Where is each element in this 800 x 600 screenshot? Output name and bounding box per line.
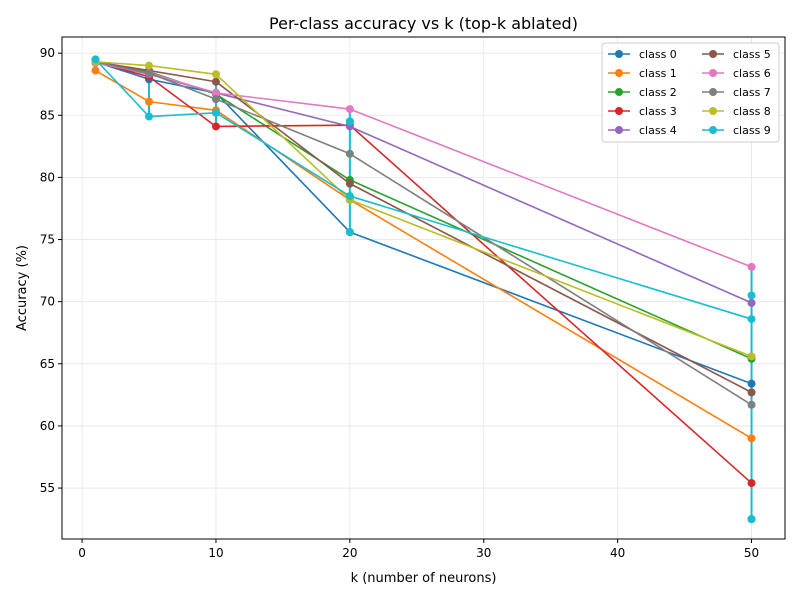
y-tick-label: 70: [40, 295, 55, 309]
legend-label: class 5: [733, 48, 771, 61]
legend-swatch-marker: [709, 107, 717, 115]
y-tick-label: 80: [40, 170, 55, 184]
y-tick-label: 55: [40, 481, 55, 495]
data-point: [345, 117, 354, 126]
data-point: [211, 88, 220, 97]
y-tick-label: 85: [40, 108, 55, 122]
legend-box: [601, 42, 780, 143]
legend-label: class 9: [733, 124, 771, 137]
legend-swatch-marker: [615, 88, 623, 96]
legend-swatch-marker: [615, 107, 623, 115]
legend-label: class 7: [733, 86, 771, 99]
data-point: [747, 434, 756, 443]
data-point: [747, 262, 756, 271]
plot-frame: [61, 36, 786, 540]
data-point: [211, 122, 220, 131]
chart-title: Per-class accuracy vs k (top-k ablated): [269, 14, 578, 33]
data-point: [91, 66, 100, 75]
data-point: [747, 400, 756, 409]
y-tick-label: 60: [40, 419, 55, 433]
y-axis-title: Accuracy (%): [15, 245, 30, 331]
legend-swatch-marker: [709, 69, 717, 77]
legend-label: class 8: [733, 105, 771, 118]
x-axis-ticks: 0 10 20 30 40 50: [78, 539, 759, 560]
legend-label: class 4: [639, 124, 677, 137]
data-point: [747, 515, 756, 524]
legend-swatch-marker: [615, 69, 623, 77]
y-tick-label: 75: [40, 233, 55, 247]
legend-label: class 6: [733, 67, 771, 80]
legend-swatch-marker: [709, 50, 717, 58]
data-point: [747, 291, 756, 300]
legend-swatch-marker: [709, 88, 717, 96]
legend-swatch-marker: [615, 50, 623, 58]
data-point: [747, 379, 756, 388]
data-point: [91, 55, 100, 64]
legend-label: class 0: [639, 48, 677, 61]
data-point: [211, 108, 220, 117]
x-tick-label: 40: [610, 546, 625, 560]
legend-label: class 2: [639, 86, 677, 99]
x-tick-label: 30: [476, 546, 491, 560]
data-point: [747, 298, 756, 307]
y-tick-label: 90: [40, 46, 55, 60]
data-point: [747, 388, 756, 397]
data-points: [91, 55, 756, 524]
data-point: [747, 315, 756, 324]
data-point: [211, 77, 220, 86]
y-tick-label: 65: [40, 357, 55, 371]
data-point: [145, 61, 154, 70]
data-point: [145, 97, 154, 106]
x-tick-label: 50: [744, 546, 759, 560]
legend-label: class 3: [639, 105, 677, 118]
data-point: [345, 149, 354, 158]
x-axis-title: k (number of neurons): [351, 571, 497, 586]
data-point: [345, 179, 354, 188]
x-tick-label: 20: [342, 546, 357, 560]
data-point: [345, 228, 354, 237]
y-axis-ticks: 55 60 65 70 75 80 85 90: [40, 46, 62, 495]
data-point: [211, 95, 220, 104]
legend-swatch-marker: [709, 126, 717, 134]
data-point: [345, 105, 354, 114]
data-point: [345, 192, 354, 201]
legend-swatch-marker: [615, 126, 623, 134]
data-point: [747, 352, 756, 361]
x-tick-label: 0: [78, 546, 86, 560]
data-point: [145, 69, 154, 78]
data-point: [747, 479, 756, 488]
legend-label: class 1: [639, 67, 677, 80]
data-point: [211, 70, 220, 79]
x-tick-label: 10: [208, 546, 223, 560]
legend: class 0 class 1 class 2 class 3 class 4 class…: [601, 42, 780, 143]
data-point: [145, 112, 154, 121]
